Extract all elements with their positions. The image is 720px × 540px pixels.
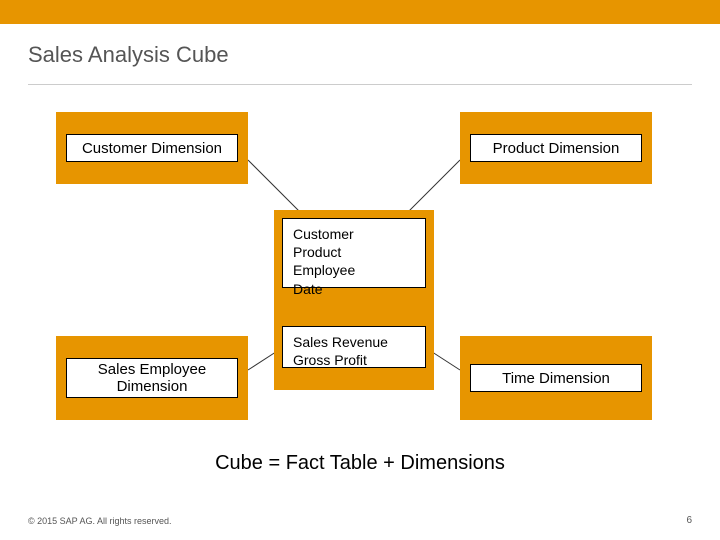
page-title: Sales Analysis Cube bbox=[28, 42, 229, 68]
formula-text: Cube = Fact Table + Dimensions bbox=[0, 452, 720, 475]
page-number: 6 bbox=[686, 515, 692, 526]
fact-keys-list: CustomerProductEmployeeDate bbox=[282, 218, 426, 288]
dimension-label-customer: Customer Dimension bbox=[66, 134, 238, 162]
dimension-label-employee: Sales Employee Dimension bbox=[66, 358, 238, 398]
dimension-label-time: Time Dimension bbox=[470, 364, 642, 392]
title-divider bbox=[28, 84, 692, 85]
top-accent-bar bbox=[0, 0, 720, 24]
dimension-label-product: Product Dimension bbox=[470, 134, 642, 162]
copyright: © 2015 SAP AG. All rights reserved. bbox=[28, 516, 172, 526]
fact-measures-list: Sales RevenueGross Profit bbox=[282, 326, 426, 368]
